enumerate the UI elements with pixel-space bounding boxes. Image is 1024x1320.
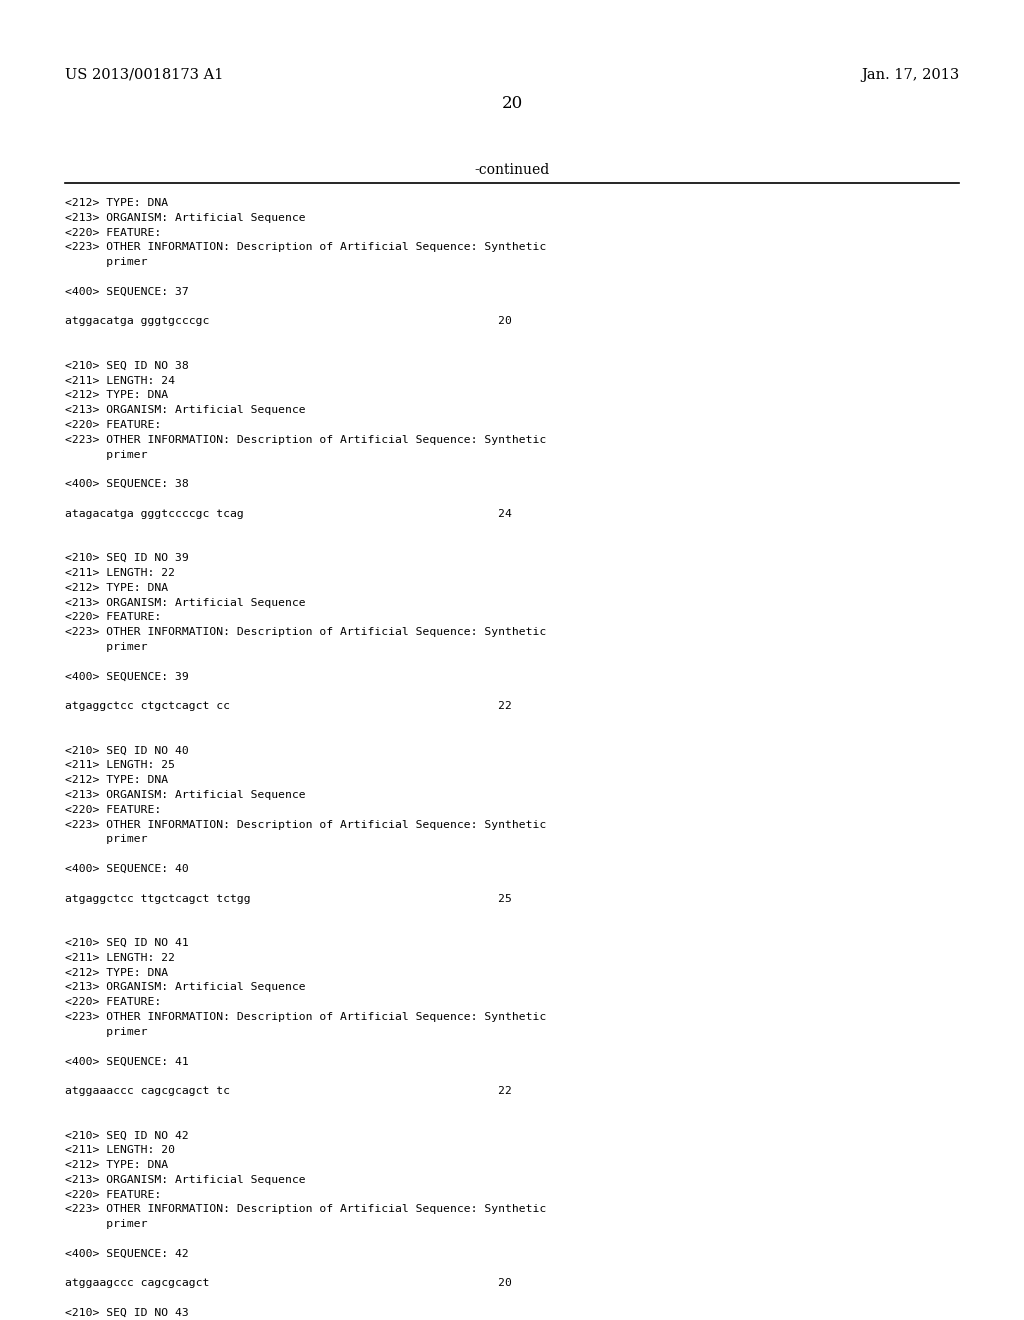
Text: atgaggctcc ttgctcagct tctgg                                    25: atgaggctcc ttgctcagct tctgg 25 xyxy=(65,894,512,904)
Text: <220> FEATURE:: <220> FEATURE: xyxy=(65,1189,161,1200)
Text: <400> SEQUENCE: 38: <400> SEQUENCE: 38 xyxy=(65,479,188,490)
Text: <210> SEQ ID NO 39: <210> SEQ ID NO 39 xyxy=(65,553,188,564)
Text: <213> ORGANISM: Artificial Sequence: <213> ORGANISM: Artificial Sequence xyxy=(65,405,305,416)
Text: <213> ORGANISM: Artificial Sequence: <213> ORGANISM: Artificial Sequence xyxy=(65,598,305,607)
Text: <211> LENGTH: 24: <211> LENGTH: 24 xyxy=(65,376,175,385)
Text: <223> OTHER INFORMATION: Description of Artificial Sequence: Synthetic: <223> OTHER INFORMATION: Description of … xyxy=(65,1204,546,1214)
Text: <220> FEATURE:: <220> FEATURE: xyxy=(65,420,161,430)
Text: atagacatga gggtccccgc tcag                                     24: atagacatga gggtccccgc tcag 24 xyxy=(65,508,512,519)
Text: <212> TYPE: DNA: <212> TYPE: DNA xyxy=(65,775,168,785)
Text: <220> FEATURE:: <220> FEATURE: xyxy=(65,612,161,623)
Text: <211> LENGTH: 22: <211> LENGTH: 22 xyxy=(65,953,175,962)
Text: Jan. 17, 2013: Jan. 17, 2013 xyxy=(861,69,959,82)
Text: primer: primer xyxy=(65,450,147,459)
Text: <400> SEQUENCE: 42: <400> SEQUENCE: 42 xyxy=(65,1249,188,1259)
Text: atggaagccc cagcgcagct                                          20: atggaagccc cagcgcagct 20 xyxy=(65,1278,512,1288)
Text: <210> SEQ ID NO 43: <210> SEQ ID NO 43 xyxy=(65,1308,188,1317)
Text: <223> OTHER INFORMATION: Description of Artificial Sequence: Synthetic: <223> OTHER INFORMATION: Description of … xyxy=(65,820,546,829)
Text: primer: primer xyxy=(65,257,147,267)
Text: <212> TYPE: DNA: <212> TYPE: DNA xyxy=(65,391,168,400)
Text: atggacatga gggtgcccgc                                          20: atggacatga gggtgcccgc 20 xyxy=(65,317,512,326)
Text: <213> ORGANISM: Artificial Sequence: <213> ORGANISM: Artificial Sequence xyxy=(65,789,305,800)
Text: atggaaaccc cagcgcagct tc                                       22: atggaaaccc cagcgcagct tc 22 xyxy=(65,1086,512,1096)
Text: <211> LENGTH: 22: <211> LENGTH: 22 xyxy=(65,568,175,578)
Text: <210> SEQ ID NO 41: <210> SEQ ID NO 41 xyxy=(65,939,188,948)
Text: <213> ORGANISM: Artificial Sequence: <213> ORGANISM: Artificial Sequence xyxy=(65,213,305,223)
Text: <211> LENGTH: 20: <211> LENGTH: 20 xyxy=(65,1146,175,1155)
Text: <400> SEQUENCE: 40: <400> SEQUENCE: 40 xyxy=(65,865,188,874)
Text: <210> SEQ ID NO 42: <210> SEQ ID NO 42 xyxy=(65,1130,188,1140)
Text: <210> SEQ ID NO 40: <210> SEQ ID NO 40 xyxy=(65,746,188,755)
Text: primer: primer xyxy=(65,642,147,652)
Text: <212> TYPE: DNA: <212> TYPE: DNA xyxy=(65,1160,168,1170)
Text: <213> ORGANISM: Artificial Sequence: <213> ORGANISM: Artificial Sequence xyxy=(65,982,305,993)
Text: <212> TYPE: DNA: <212> TYPE: DNA xyxy=(65,583,168,593)
Text: primer: primer xyxy=(65,834,147,845)
Text: <223> OTHER INFORMATION: Description of Artificial Sequence: Synthetic: <223> OTHER INFORMATION: Description of … xyxy=(65,627,546,638)
Text: <220> FEATURE:: <220> FEATURE: xyxy=(65,805,161,814)
Text: 20: 20 xyxy=(502,95,522,112)
Text: <223> OTHER INFORMATION: Description of Artificial Sequence: Synthetic: <223> OTHER INFORMATION: Description of … xyxy=(65,1012,546,1022)
Text: <220> FEATURE:: <220> FEATURE: xyxy=(65,227,161,238)
Text: US 2013/0018173 A1: US 2013/0018173 A1 xyxy=(65,69,223,82)
Text: <213> ORGANISM: Artificial Sequence: <213> ORGANISM: Artificial Sequence xyxy=(65,1175,305,1185)
Text: <220> FEATURE:: <220> FEATURE: xyxy=(65,997,161,1007)
Text: primer: primer xyxy=(65,1027,147,1036)
Text: atgaggctcc ctgctcagct cc                                       22: atgaggctcc ctgctcagct cc 22 xyxy=(65,701,512,711)
Text: <400> SEQUENCE: 39: <400> SEQUENCE: 39 xyxy=(65,672,188,681)
Text: <223> OTHER INFORMATION: Description of Artificial Sequence: Synthetic: <223> OTHER INFORMATION: Description of … xyxy=(65,434,546,445)
Text: <400> SEQUENCE: 37: <400> SEQUENCE: 37 xyxy=(65,286,188,297)
Text: <211> LENGTH: 25: <211> LENGTH: 25 xyxy=(65,760,175,771)
Text: <400> SEQUENCE: 41: <400> SEQUENCE: 41 xyxy=(65,1056,188,1067)
Text: <210> SEQ ID NO 38: <210> SEQ ID NO 38 xyxy=(65,360,188,371)
Text: <223> OTHER INFORMATION: Description of Artificial Sequence: Synthetic: <223> OTHER INFORMATION: Description of … xyxy=(65,243,546,252)
Text: -continued: -continued xyxy=(474,162,550,177)
Text: <212> TYPE: DNA: <212> TYPE: DNA xyxy=(65,198,168,209)
Text: primer: primer xyxy=(65,1220,147,1229)
Text: <212> TYPE: DNA: <212> TYPE: DNA xyxy=(65,968,168,978)
